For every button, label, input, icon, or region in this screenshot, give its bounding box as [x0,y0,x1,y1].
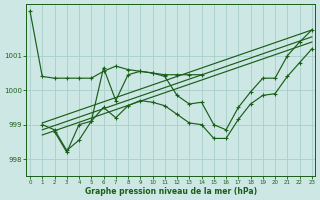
X-axis label: Graphe pression niveau de la mer (hPa): Graphe pression niveau de la mer (hPa) [85,187,257,196]
